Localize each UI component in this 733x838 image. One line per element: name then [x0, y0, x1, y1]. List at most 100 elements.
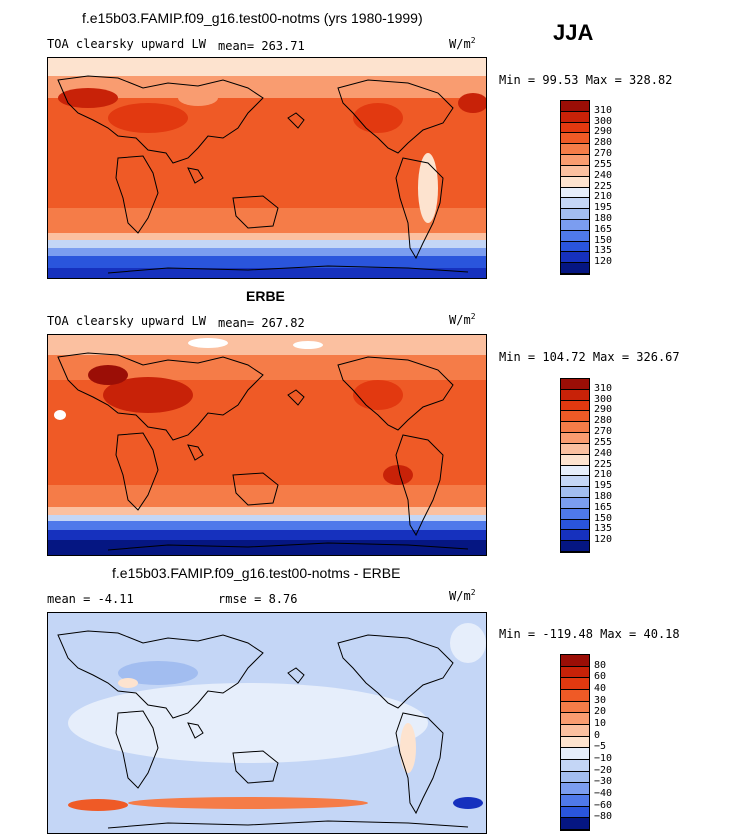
colorbar-swatch	[561, 465, 589, 477]
colorbar-swatch	[561, 487, 589, 498]
colorbar-label: 150	[594, 234, 613, 246]
colorbar-label: −20	[594, 764, 613, 776]
colorbar-label: −10	[594, 753, 613, 764]
colorbar-label: −80	[594, 811, 613, 823]
colorbar-swatch	[561, 701, 589, 714]
colorbar-label: 20	[594, 706, 607, 718]
colorbar-swatch	[561, 133, 589, 145]
colorbar-label: 0	[594, 729, 601, 741]
colorbar-swatch	[561, 725, 589, 737]
colorbar-label: 40	[594, 683, 607, 694]
colorbar-swatch	[561, 748, 589, 760]
colorbar-swatch	[561, 760, 589, 772]
colorbar-swatch	[561, 252, 589, 264]
colorbar-swatch	[561, 806, 589, 819]
colorbar-swatch	[561, 198, 589, 210]
colorbar-label: 10	[594, 718, 607, 729]
colorbar-label: 310	[594, 382, 613, 394]
colorbar-swatch	[561, 400, 589, 412]
colorbar-label: 60	[594, 671, 607, 683]
colorbar-swatch	[561, 219, 589, 231]
colorbar-label: 120	[594, 256, 613, 268]
colorbar-swatch	[561, 795, 589, 807]
colorbar-label: 210	[594, 191, 613, 203]
panel-3-map-svg	[48, 613, 486, 833]
panel-2-variable: TOA clearsky upward LW	[47, 314, 206, 328]
colorbar-label: 135	[594, 523, 613, 535]
colorbar-swatch	[561, 690, 589, 702]
colorbar-swatch	[561, 187, 589, 199]
panel-3-colorbar	[560, 654, 590, 831]
panel-2-map	[47, 334, 487, 556]
panel-1-variable: TOA clearsky upward LW	[47, 37, 206, 51]
panel-3-title: f.e15b03.FAMIP.f09_g16.test00-notms - ER…	[112, 565, 401, 581]
colorbar-swatch	[561, 241, 589, 253]
colorbar-swatch	[561, 655, 589, 667]
colorbar-label: −60	[594, 799, 613, 811]
panel-1-map-svg	[48, 58, 486, 278]
colorbar-swatch	[561, 111, 589, 123]
panel-1-mean: mean= 263.71	[218, 39, 305, 53]
colorbar-swatch	[561, 411, 589, 423]
colorbar-label: 225	[594, 458, 613, 470]
season-label: JJA	[553, 20, 594, 45]
colorbar-swatch	[561, 443, 589, 455]
panel-2-units: W/m2	[449, 312, 476, 327]
colorbar-label: 180	[594, 490, 613, 502]
colorbar-swatch	[561, 230, 589, 242]
colorbar-swatch	[561, 454, 589, 466]
colorbar-swatch	[561, 736, 589, 749]
colorbar-label: 240	[594, 169, 613, 181]
colorbar-label: 150	[594, 512, 613, 524]
colorbar-label: 270	[594, 148, 613, 160]
colorbar-swatch	[561, 678, 589, 690]
colorbar-label: 210	[594, 469, 613, 481]
colorbar-swatch	[561, 379, 589, 390]
colorbar-label: 300	[594, 115, 613, 127]
panel-3-minmax: Min = -119.48 Max = 40.18	[499, 627, 680, 641]
colorbar-label: −40	[594, 788, 613, 799]
colorbar-label: 165	[594, 223, 613, 235]
panel-3-rmse: rmse = 8.76	[218, 592, 298, 606]
colorbar-label: 270	[594, 426, 613, 438]
colorbar-label: 280	[594, 137, 613, 149]
colorbar-swatch	[561, 165, 589, 177]
colorbar-label: 290	[594, 404, 613, 416]
colorbar-swatch	[561, 476, 589, 488]
colorbar-label: 165	[594, 501, 613, 513]
colorbar-label: 195	[594, 480, 613, 492]
colorbar-swatch	[561, 122, 589, 134]
colorbar-label: −30	[594, 776, 613, 788]
colorbar-swatch	[561, 771, 589, 784]
colorbar-label: 240	[594, 447, 613, 459]
colorbar-swatch	[561, 497, 589, 509]
colorbar-label: 135	[594, 245, 613, 257]
panel-1-map	[47, 57, 487, 279]
colorbar-label: 255	[594, 158, 613, 170]
colorbar-label: 195	[594, 202, 613, 214]
colorbar-swatch	[561, 783, 589, 795]
colorbar-swatch	[561, 433, 589, 444]
colorbar-swatch	[561, 666, 589, 679]
panel-2-map-svg	[48, 335, 486, 555]
panel-1-colorbar	[560, 100, 590, 275]
colorbar-label: 280	[594, 415, 613, 427]
colorbar-swatch	[561, 101, 589, 112]
panel-3-mean: mean = -4.11	[47, 592, 134, 606]
panel-2-colorbar	[560, 378, 590, 553]
colorbar-swatch	[561, 209, 589, 220]
colorbar-swatch	[561, 155, 589, 166]
colorbar-swatch	[561, 818, 589, 830]
panel-2-minmax: Min = 104.72 Max = 326.67	[499, 350, 680, 364]
panel-3-map	[47, 612, 487, 834]
colorbar-swatch	[561, 176, 589, 188]
panel-1-title: f.e15b03.FAMIP.f09_g16.test00-notms (yrs…	[82, 10, 423, 26]
colorbar-label: 255	[594, 436, 613, 448]
colorbar-swatch	[561, 541, 589, 552]
colorbar-label: −5	[594, 741, 607, 753]
panel-2-title: ERBE	[246, 288, 285, 304]
colorbar-swatch	[561, 530, 589, 542]
panel-2-mean: mean= 267.82	[218, 316, 305, 330]
colorbar-label: 80	[594, 659, 607, 671]
colorbar-label: 180	[594, 212, 613, 224]
